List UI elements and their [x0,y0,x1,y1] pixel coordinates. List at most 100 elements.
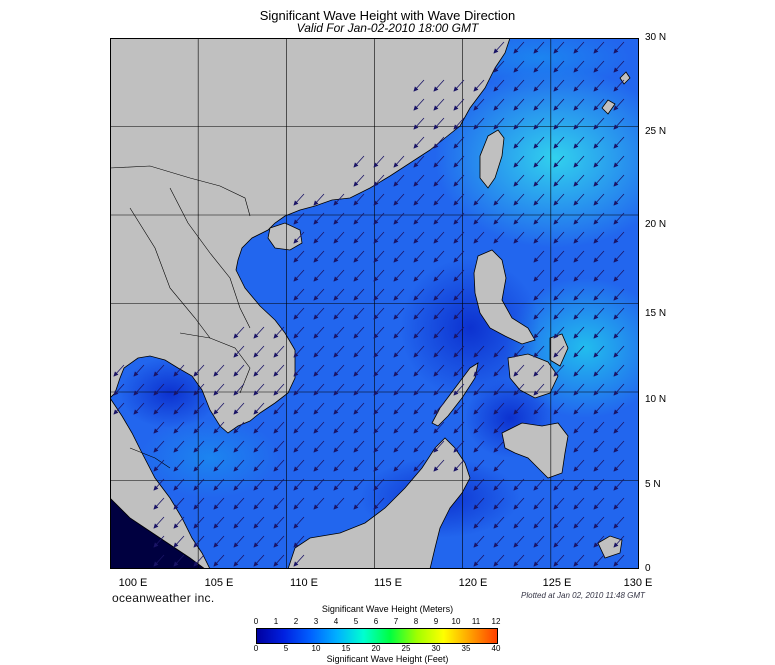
wave-arrow [413,212,425,225]
wave-arrow [193,421,205,434]
lat-label-10n: 10 N [645,394,667,405]
wave-arrow [573,554,585,567]
wave-arrow [613,326,625,339]
wave-arrow [613,364,625,377]
meter-tick-label: 1 [273,617,279,626]
wave-arrow [573,117,585,130]
wave-arrow [573,345,585,358]
wave-arrow [213,497,225,510]
wave-arrow [213,516,225,529]
wave-arrow [453,231,465,244]
wave-arrow [253,516,265,529]
wave-arrow [513,212,525,225]
lon-label-130e: 130 E [623,577,653,589]
wave-arrow [413,174,425,187]
meter-tick-label: 12 [491,617,501,626]
wave-arrow [333,459,345,472]
wave-arrow [273,535,285,548]
wave-arrow [193,402,205,415]
lat-label-5n: 5 N [645,479,661,490]
wave-arrow [353,307,365,320]
wave-arrow [273,516,285,529]
wave-arrow [433,98,445,111]
wave-arrow [193,516,205,529]
wave-arrow [273,478,285,491]
wave-arrow [233,516,245,529]
wave-arrow [393,459,405,472]
wave-arrow [273,402,285,415]
wave-arrow [253,478,265,491]
wave-arrow [253,402,265,415]
wave-arrow [593,307,605,320]
wave-arrow [233,554,245,567]
wave-arrow [573,516,585,529]
wave-arrow [593,98,605,111]
wave-arrow [613,535,625,548]
wave-arrow [513,41,525,54]
wave-arrow [233,459,245,472]
wave-arrow [493,497,505,510]
wave-arrow [433,136,445,149]
wave-arrow [573,98,585,111]
wave-arrow [493,212,505,225]
wave-arrow [513,193,525,206]
wave-arrow [593,212,605,225]
dark-wave-region-central [400,258,540,398]
wave-arrow [433,440,445,453]
wave-arrow [253,440,265,453]
wave-arrow [333,421,345,434]
wave-arrow [413,440,425,453]
map-title: Significant Wave Height with Wave Direct… [259,8,516,23]
wave-arrow [233,497,245,510]
wave-arrow [293,535,305,548]
wave-arrow [433,174,445,187]
wave-arrow [493,41,505,54]
wave-arrow [373,250,385,263]
wave-arrow [513,554,525,567]
wave-arrow [593,193,605,206]
wave-arrow [513,98,525,111]
wave-arrow [353,497,365,510]
wave-arrow [413,269,425,282]
wave-arrow [533,478,545,491]
wave-arrow [573,383,585,396]
wave-arrow [373,307,385,320]
wave-arrow [273,364,285,377]
wave-arrow [293,497,305,510]
wave-arrow [553,345,565,358]
wave-arrow [373,345,385,358]
wave-arrow [593,155,605,168]
wave-arrow [253,554,265,567]
wave-arrow [453,193,465,206]
wave-arrow [493,345,505,358]
wave-arrow [313,497,325,510]
legend-title-meters: Significant Wave Height (Meters) [321,604,454,614]
wave-arrow [393,402,405,415]
wave-arrow [553,250,565,263]
wave-arrow [433,402,445,415]
wave-arrow [593,269,605,282]
wave-arrow [313,250,325,263]
wave-arrow [433,250,445,263]
wave-arrow [293,326,305,339]
wave-arrow [413,345,425,358]
wave-arrow [153,535,165,548]
wave-arrow [493,364,505,377]
wave-arrow [433,155,445,168]
wave-arrow [313,212,325,225]
wave-arrow [233,364,245,377]
wave-arrow [513,174,525,187]
wave-arrow [193,478,205,491]
wave-arrow [253,497,265,510]
wave-arrow [473,554,485,567]
wave-arrow [333,383,345,396]
wave-arrow [293,402,305,415]
wave-arrow [493,478,505,491]
wave-arrow [253,345,265,358]
wave-arrow [473,516,485,529]
wave-arrow [513,364,525,377]
wave-arrow [593,535,605,548]
wave-arrow [453,288,465,301]
wave-arrow [273,459,285,472]
wave-arrow [293,288,305,301]
